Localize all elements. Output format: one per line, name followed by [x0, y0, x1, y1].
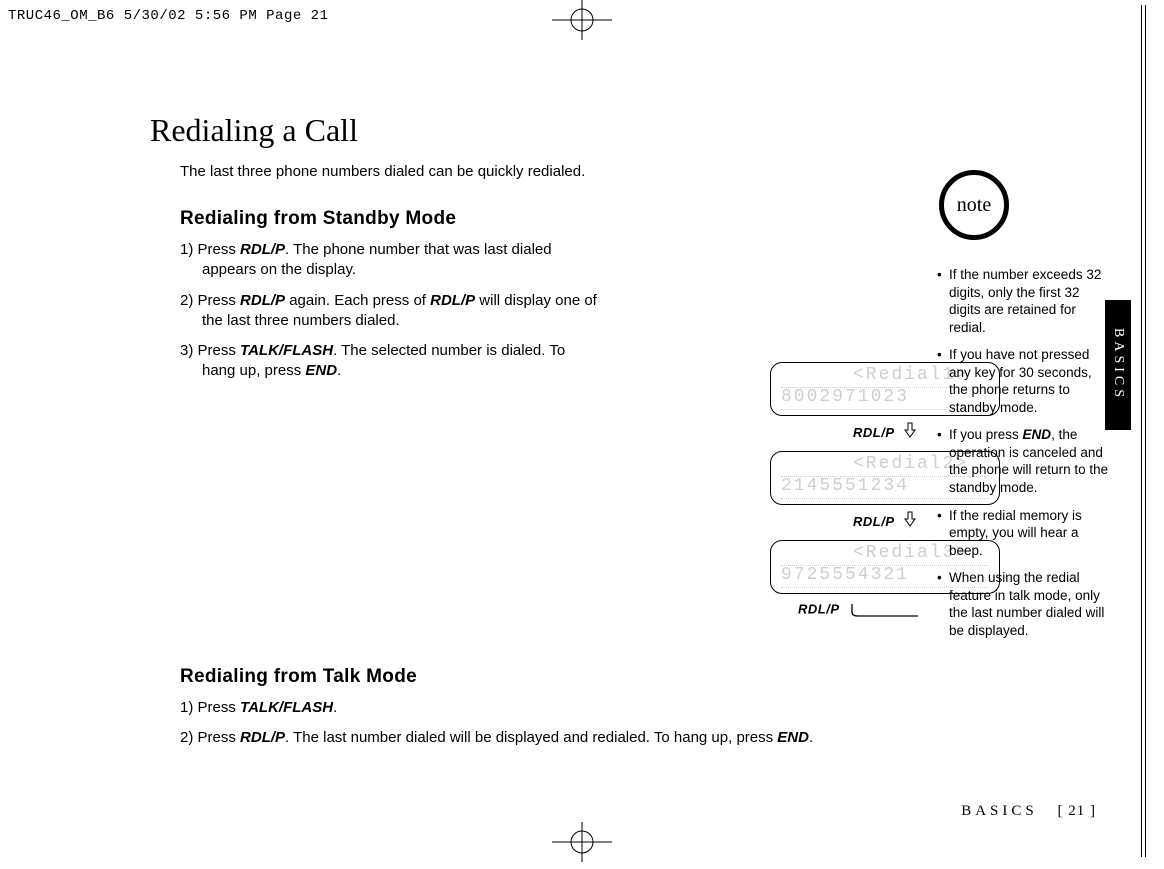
note-item: If you press END, the operation is cance…	[937, 426, 1112, 496]
intro-text: The last three phone numbers dialed can …	[180, 163, 870, 180]
page-edge-line	[1141, 5, 1142, 857]
prepress-stamp: TRUC46_OM_B6 5/30/02 5:56 PM Page 21	[8, 8, 328, 24]
note-item: When using the redial feature in talk mo…	[937, 569, 1112, 639]
loop-connector-icon	[844, 600, 924, 618]
list-item: 1) Press TALK/FLASH.	[180, 698, 820, 718]
page-title: Redialing a Call	[150, 112, 870, 149]
crop-mark-bottom	[552, 822, 612, 862]
note-badge-icon: note	[939, 170, 1009, 240]
section2-heading: Redialing from Talk Mode	[180, 666, 870, 688]
note-item: If the number exceeds 32 digits, only th…	[937, 266, 1112, 336]
footer-section: BASICS	[961, 803, 1038, 819]
section1-heading: Redialing from Standby Mode	[180, 208, 870, 230]
note-sidebar: note If the number exceeds 32 digits, on…	[937, 170, 1112, 649]
note-list: If the number exceeds 32 digits, only th…	[937, 266, 1112, 639]
section2-list: 1) Press TALK/FLASH. 2) Press RDL/P. The…	[180, 698, 870, 749]
note-item: If you have not pressed any key for 30 s…	[937, 346, 1112, 416]
crop-mark-top	[552, 0, 612, 40]
page-number: [ 21 ]	[1058, 803, 1097, 819]
note-item: If the redial memory is empty, you will …	[937, 507, 1112, 560]
list-item: 2) Press RDL/P. The last number dialed w…	[180, 728, 820, 748]
list-item: 1) Press RDL/P. The phone number that wa…	[180, 240, 600, 281]
down-arrow-icon	[903, 511, 917, 532]
section-tab: BASICS	[1105, 300, 1131, 430]
down-arrow-icon	[903, 422, 917, 443]
list-item: 2) Press RDL/P again. Each press of RDL/…	[180, 291, 600, 332]
section1-list: 1) Press RDL/P. The phone number that wa…	[180, 240, 870, 382]
page-footer: BASICS [ 21 ]	[961, 803, 1096, 820]
list-item: 3) Press TALK/FLASH. The selected number…	[180, 341, 600, 382]
